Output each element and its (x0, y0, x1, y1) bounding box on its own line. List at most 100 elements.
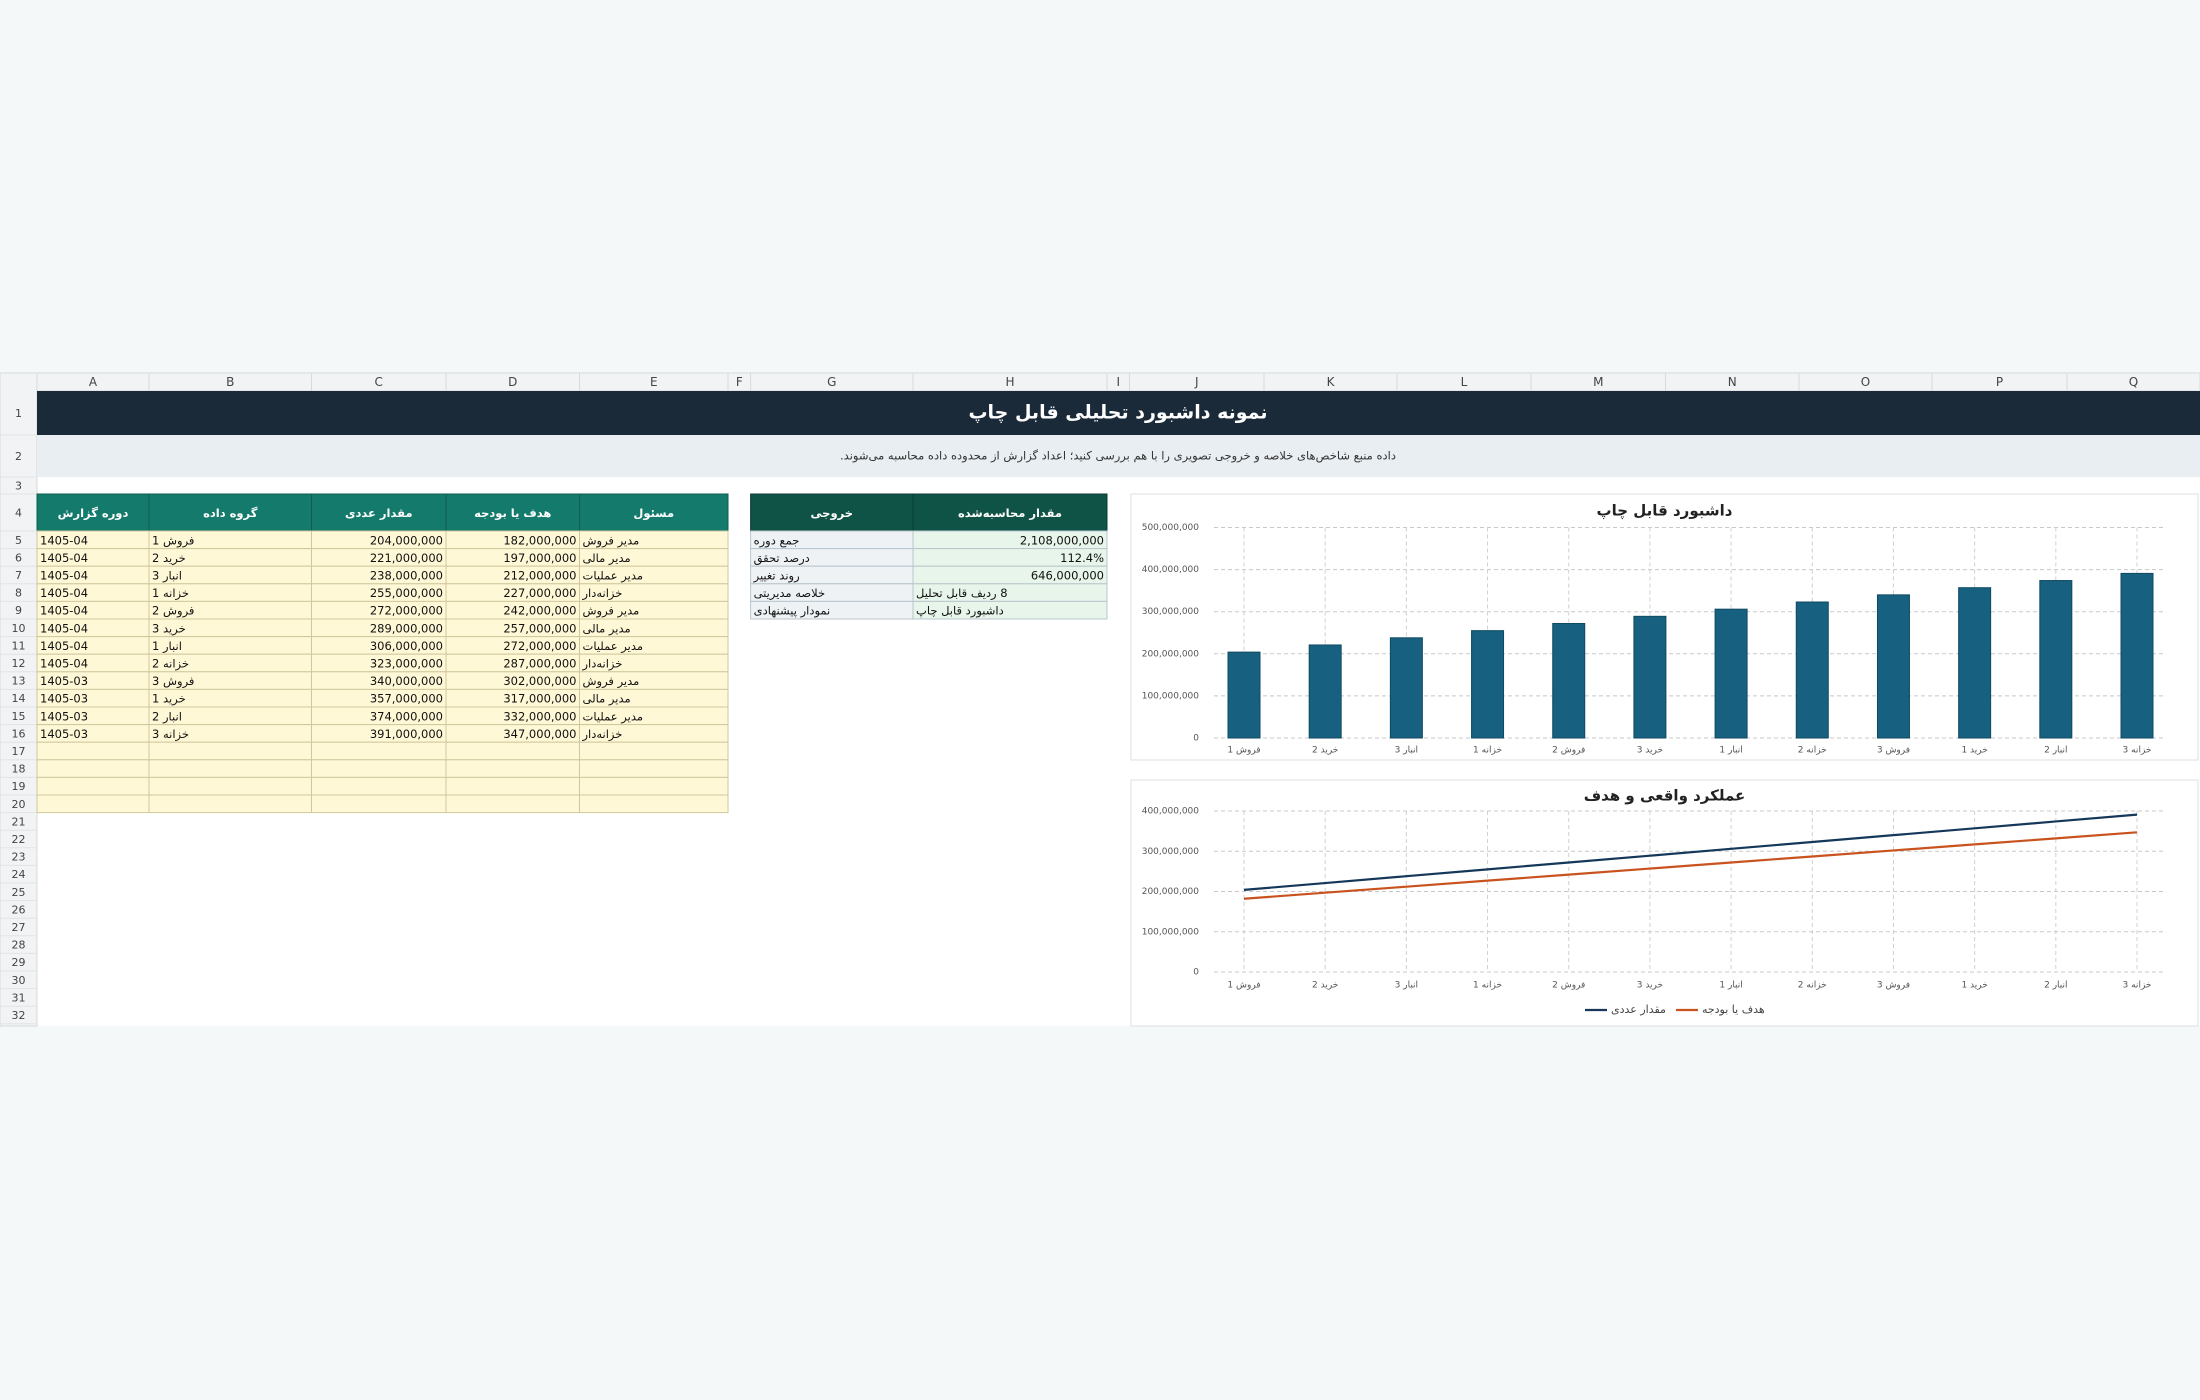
column-letter: J (1194, 375, 1199, 389)
summary-value: جمع دوره (754, 533, 800, 548)
y-tick-label: 400,000,000 (1142, 807, 1200, 817)
bar (1552, 622, 1586, 739)
table-value: خزانه 2 (152, 657, 189, 672)
summary-value: 2,108,000,000 (1020, 533, 1104, 547)
table-value: 306,000,000 (370, 639, 443, 653)
table-header: دوره گزارش (58, 506, 129, 521)
table-value: مدیر عملیات (583, 709, 644, 724)
column-letter: H (1005, 375, 1014, 389)
bar (2120, 572, 2154, 739)
summary-header-cell (912, 493, 1108, 532)
row-number: 32 (12, 1009, 26, 1022)
table-value: 289,000,000 (370, 621, 443, 635)
row-number: 31 (12, 991, 26, 1004)
column-letter: A (89, 375, 98, 389)
row-number: 23 (12, 851, 26, 864)
table-cell (445, 794, 580, 814)
row-number: 19 (12, 780, 26, 793)
table-value: 1405-03 (40, 692, 88, 706)
table-value: 197,000,000 (503, 551, 576, 565)
row-number: 26 (12, 903, 26, 916)
table-cell (311, 759, 447, 778)
bar (1389, 637, 1423, 739)
summary-value: 646,000,000 (1031, 569, 1104, 583)
column-letter: P (1996, 375, 2003, 389)
bar (1876, 594, 1910, 739)
row-number: 30 (12, 974, 26, 987)
table-value: 357,000,000 (370, 692, 443, 706)
row-number: 3 (15, 480, 22, 493)
row-number: 5 (15, 534, 22, 547)
row-number: 6 (15, 551, 22, 564)
row-number: 17 (12, 745, 26, 758)
row-number: 18 (12, 763, 26, 776)
table-cell (579, 794, 729, 814)
table-value: 204,000,000 (370, 533, 443, 547)
row-number: 20 (12, 798, 26, 811)
x-tick-label: خزانه 3 (2123, 981, 2152, 991)
x-tick-label: فروش 3 (1877, 981, 1910, 991)
table-value: خزانه‌دار (582, 657, 623, 672)
table-value: 227,000,000 (503, 586, 576, 600)
row-number: 27 (12, 921, 26, 934)
row-number: 29 (12, 956, 26, 969)
table-value: 242,000,000 (503, 604, 576, 618)
summary-value: داشبورد قابل چاپ (916, 604, 1004, 619)
table-value: 1405-03 (40, 727, 88, 741)
summary-cell (912, 600, 1108, 620)
summary-value: نمودار پیشنهادی (754, 604, 831, 619)
table-header: مقدار عددی (345, 506, 413, 520)
table-value: انبار 2 (152, 709, 182, 724)
summary-value: خلاصه مدیریتی (754, 586, 826, 601)
table-value: 1405-04 (40, 586, 88, 600)
table-value: 302,000,000 (503, 674, 576, 688)
table-cell (36, 759, 150, 778)
table-value: 347,000,000 (503, 727, 576, 741)
table-value: خرید 2 (152, 551, 186, 566)
sheet-title: نمونه داشبورد تحلیلی قابل چاپ (968, 402, 1267, 424)
x-tick-label: فروش 1 (1227, 746, 1260, 756)
table-value: خزانه 1 (152, 586, 189, 601)
x-tick-label: انبار 3 (1395, 981, 1418, 991)
row-number: 15 (12, 710, 26, 723)
table-cell (579, 741, 729, 761)
column-letter: E (650, 375, 658, 389)
table-value: مدیر عملیات (583, 569, 644, 584)
table-value: خزانه‌دار (582, 727, 623, 742)
table-header-cell (579, 493, 729, 532)
bar (1714, 608, 1748, 739)
table-value: مدیر فروش (583, 533, 640, 548)
table-cell (579, 759, 729, 778)
table-cell (148, 741, 312, 761)
table-header-cell (148, 493, 312, 532)
y-tick-label: 500,000,000 (1142, 523, 1200, 533)
row-number: 9 (15, 604, 22, 617)
table-value: مدیر مالی (583, 692, 631, 707)
x-tick-label: خرید 3 (1637, 981, 1663, 991)
x-tick-label: خزانه 2 (1798, 746, 1827, 756)
legend-label: هدف یا بودجه (1702, 1003, 1765, 1016)
table-value: 272,000,000 (370, 604, 443, 618)
table-header: هدف یا بودجه (474, 506, 551, 521)
column-letter: Q (2129, 375, 2138, 389)
table-value: 212,000,000 (503, 569, 576, 583)
column-letter: N (1728, 375, 1737, 389)
x-tick-label: انبار 3 (1395, 746, 1418, 756)
x-tick-label: فروش 2 (1552, 746, 1585, 756)
table-value: 1405-04 (40, 657, 88, 671)
sheet-subtitle: داده منبع شاخص‌های خلاصه و خروجی تصویری … (840, 449, 1396, 464)
row-number: 21 (12, 815, 26, 828)
chart-frame (1130, 779, 2199, 1027)
summary-value: 8 ردیف قابل تحلیل (916, 586, 1008, 601)
bar (1958, 587, 1992, 739)
table-value: 238,000,000 (370, 569, 443, 583)
column-letter: G (827, 375, 836, 389)
title-band (37, 391, 2200, 435)
table-value: 182,000,000 (503, 533, 576, 547)
table-value: 272,000,000 (503, 639, 576, 653)
table-header: مسئول (633, 506, 674, 521)
table-value: انبار 3 (152, 569, 182, 584)
line (1243, 813, 2138, 891)
bar (2039, 580, 2073, 739)
table-value: 255,000,000 (370, 586, 443, 600)
